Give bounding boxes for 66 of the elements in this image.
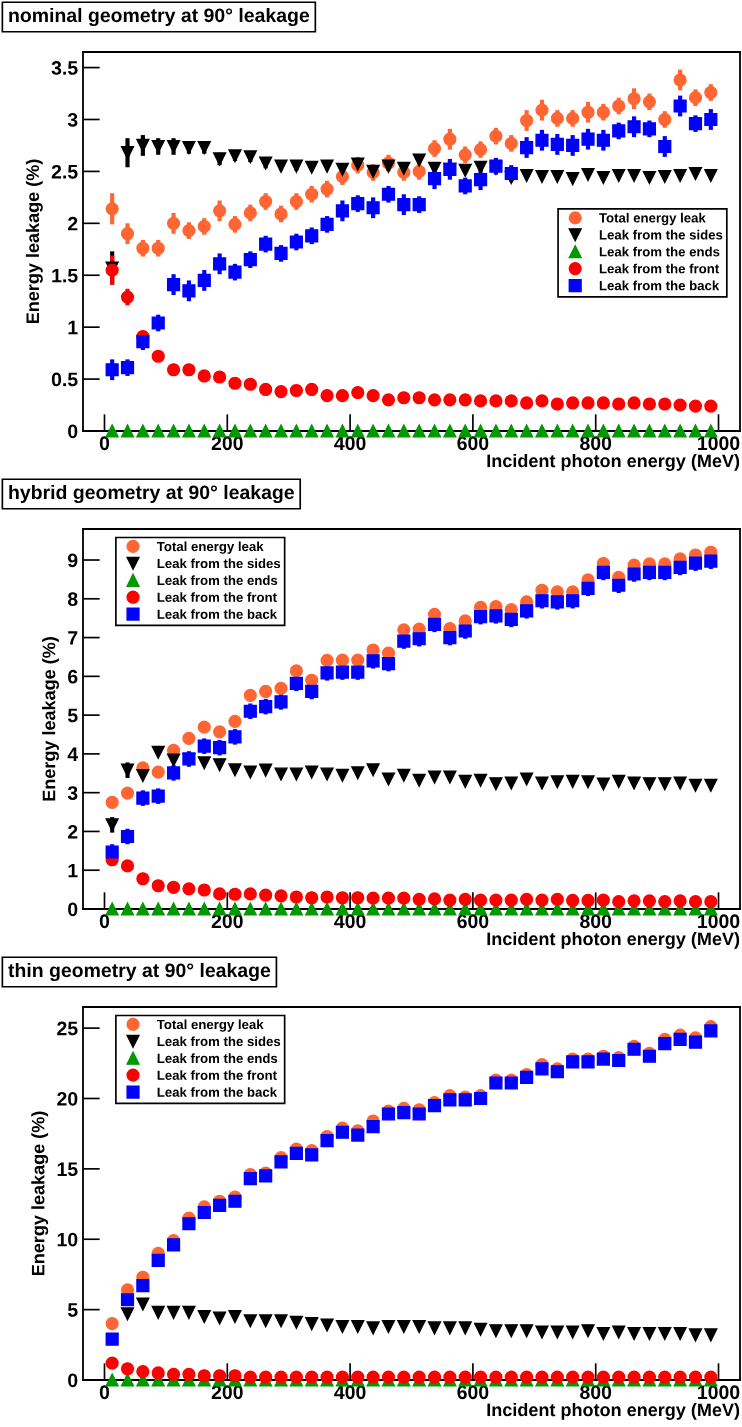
x-tick-label: 0: [99, 1385, 110, 1400]
x-tick-label: 400: [334, 914, 366, 929]
legend-label: Leak from the sides: [157, 558, 281, 569]
legend-label: Total energy leak: [156, 1019, 264, 1032]
x-tick-label: 400: [334, 1385, 366, 1400]
legend-label: Leak from the sides: [599, 229, 723, 240]
x-tick-label: 800: [580, 914, 612, 929]
chart-title: nominal geometry at 90° leakage: [9, 7, 310, 27]
y-axis-title: Energy leakage (%): [42, 637, 59, 801]
y-tick-label: 25: [57, 1021, 78, 1036]
x-tick-label: 1000: [698, 914, 740, 929]
y-tick-label: 2: [68, 824, 78, 839]
y-tick-label: 4: [67, 747, 79, 761]
x-tick-label: 200: [211, 914, 243, 929]
y-tick-label: 5: [67, 708, 78, 723]
x-axis-title: Incident photon energy (MeV): [487, 453, 740, 471]
y-tick-label: 1: [68, 320, 78, 335]
y-tick-label: 15: [57, 1162, 78, 1177]
y-axis-title: Energy leakage (%): [25, 159, 43, 324]
y-tick-label: 0.5: [51, 372, 78, 387]
legend-label: Total energy leak: [599, 212, 706, 226]
y-tick-label: 0: [68, 902, 78, 917]
x-tick-label: 800: [580, 436, 612, 451]
x-tick-label: 600: [457, 436, 489, 451]
legend-label: Leak from the back: [157, 1087, 278, 1097]
x-tick-label: 200: [211, 436, 243, 451]
x-tick-label: 800: [580, 1385, 612, 1400]
y-tick-label: 3.5: [51, 61, 78, 75]
chart-title: thin geometry at 90° leakage: [8, 962, 271, 982]
y-tick-label: 3: [67, 786, 78, 800]
x-tick-label: 600: [457, 1385, 489, 1400]
legend-label: Leak from the back: [157, 609, 278, 619]
x-tick-label: 1000: [698, 1385, 740, 1400]
x-axis-title: Incident photon energy (MeV): [487, 931, 740, 949]
legend-label: Leak from the front: [157, 592, 277, 602]
y-tick-label: 7: [68, 631, 78, 645]
y-axis-title: Energy leakage (%): [31, 1111, 49, 1276]
y-tick-label: 1.5: [52, 268, 78, 283]
legend-label: Leak from the front: [599, 263, 720, 274]
x-tick-label: 200: [211, 1385, 243, 1400]
legend-label: Leak from the back: [599, 280, 720, 291]
x-tick-label: 600: [457, 914, 489, 929]
y-tick-label: 5: [67, 1303, 78, 1317]
y-tick-label: 1: [68, 863, 78, 878]
x-tick-label: 400: [334, 436, 366, 451]
x-tick-label: 0: [99, 436, 110, 451]
chart-title: hybrid geometry at 90° leakage: [9, 484, 294, 504]
legend-label: Leak from the ends: [157, 575, 278, 586]
legend-label: Total energy leak: [156, 541, 264, 554]
legend-label: Leak from the front: [157, 1070, 277, 1080]
legend-label: Leak from the ends: [157, 1053, 278, 1064]
y-tick-label: 0: [68, 424, 78, 439]
y-tick-label: 0: [68, 1373, 78, 1388]
y-tick-label: 20: [57, 1091, 78, 1106]
y-tick-label: 10: [57, 1232, 78, 1247]
y-tick-label: 6: [68, 669, 78, 684]
y-tick-label: 3: [67, 112, 78, 127]
y-tick-label: 2.5: [51, 164, 78, 179]
y-tick-label: 8: [67, 592, 78, 607]
x-tick-label: 1000: [698, 436, 740, 451]
legend-label: Leak from the ends: [599, 246, 720, 257]
x-tick-label: 0: [99, 914, 110, 929]
legend-label: Leak from the sides: [157, 1036, 281, 1047]
y-tick-label: 9: [68, 553, 78, 568]
y-tick-label: 2: [68, 216, 78, 231]
x-axis-title: Incident photon energy (MeV): [487, 1402, 740, 1420]
